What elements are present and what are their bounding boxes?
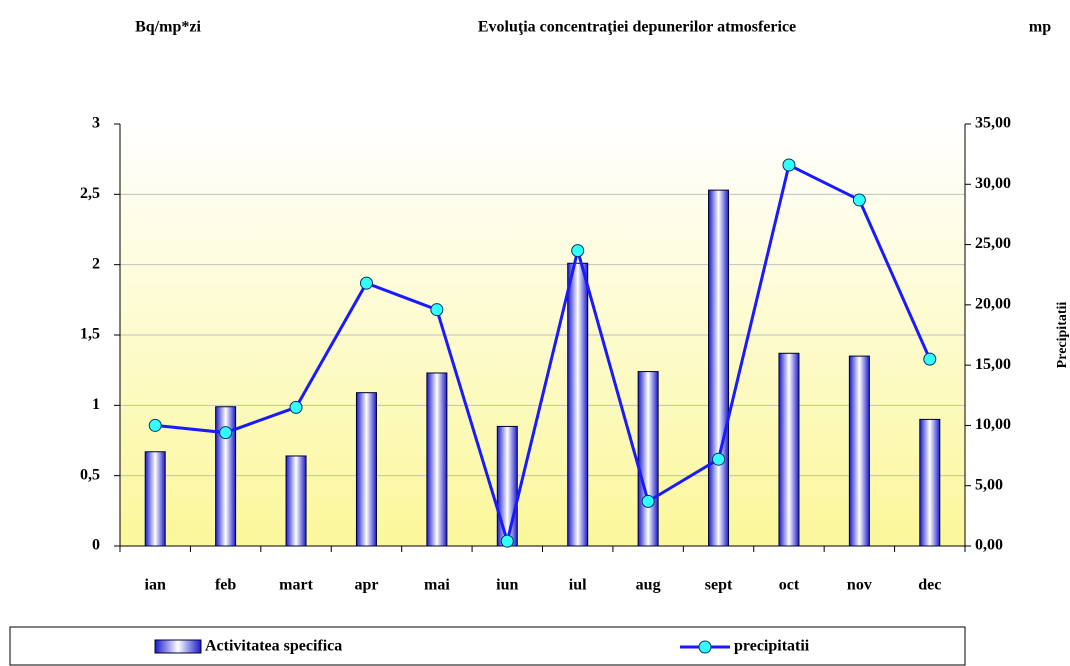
x-tick-label: sept [705,577,733,594]
x-tick-label: aug [636,577,661,594]
marker [923,352,937,366]
y2-tick-label: 15,00 [975,356,1011,373]
bar [144,451,166,547]
x-tick-label: nov [847,577,872,594]
bar [637,371,659,547]
marker [148,418,162,432]
chart-title: Evoluţia concentraţiei depunerilor atmos… [478,19,796,36]
bar [426,372,448,547]
bar [567,262,589,547]
bar [708,189,730,547]
marker [500,534,514,548]
marker [430,303,444,317]
x-tick-label: feb [215,577,236,594]
y-tick-label: 3 [92,115,100,132]
y2-tick-label: 25,00 [975,235,1011,252]
x-tick-label: mai [424,577,450,594]
y2-tick-label: 0,00 [975,537,1003,554]
marker [289,400,303,414]
y-tick-label: 0 [92,537,100,554]
x-tick-label: oct [779,577,800,594]
y2-tick-label: 20,00 [975,296,1011,313]
bar [778,352,800,547]
y-tick-label: 1,5 [80,326,100,343]
y2-tick-label: 5,00 [975,476,1003,493]
marker [571,244,585,258]
x-tick-label: apr [354,577,378,594]
marker [782,158,796,172]
x-tick-label: iun [496,577,518,594]
bar [215,406,237,547]
marker [641,494,655,508]
bar [285,455,307,547]
y2-tick-label: 30,00 [975,175,1011,192]
y-tick-label: 2,5 [80,185,100,202]
marker [359,276,373,290]
bar [919,418,941,547]
marker [712,452,726,466]
marker [219,426,233,440]
legend [9,626,966,666]
bar [496,425,518,547]
y2-tick-label: 35,00 [975,115,1011,132]
marker [852,193,866,207]
line [155,162,932,547]
x-tick-label: dec [918,577,941,594]
y-tick-label: 2 [92,255,100,272]
bar [355,392,377,547]
x-tick-label: mart [279,577,313,594]
y2-axis-label: Precipitatii [1055,302,1070,369]
bar [848,355,870,547]
legend-label: precipitatii [734,638,810,655]
y2-tick-label: 10,00 [975,416,1011,433]
y-tick-label: 0,5 [80,466,100,483]
legend-label: Activitatea specifica [205,638,342,655]
y-axis-label: Bq/mp*zi [135,19,201,36]
legend-swatch-marker [698,640,712,654]
x-tick-label: ian [145,577,166,594]
y-tick-label: 1 [92,396,100,413]
legend-swatch [154,639,202,654]
y2-unit-label: mp [1029,19,1051,36]
x-tick-label: iul [569,577,587,594]
